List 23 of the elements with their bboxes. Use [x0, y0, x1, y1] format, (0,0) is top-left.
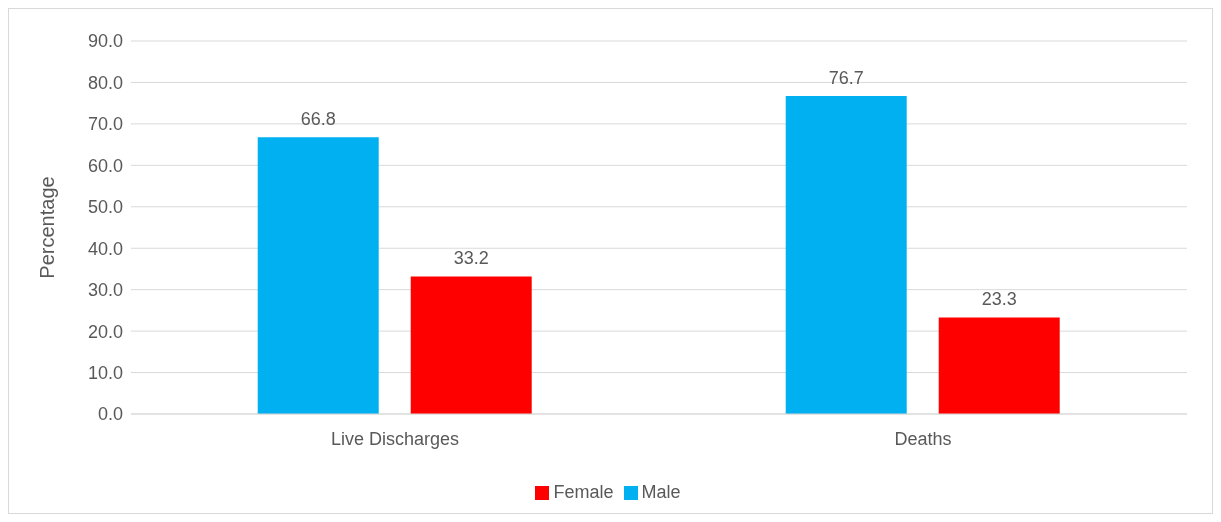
- y-tick-label: 40.0: [87, 238, 123, 259]
- data-label: 66.8: [300, 109, 336, 130]
- legend-label: Male: [641, 482, 681, 502]
- y-tick-label: 0.0: [97, 404, 123, 425]
- y-tick-label: 30.0: [87, 280, 123, 301]
- x-tick-label: Deaths: [894, 428, 952, 449]
- y-tick-label: 60.0: [87, 155, 123, 176]
- y-tick-label: 80.0: [87, 72, 123, 93]
- x-tick-label: Live Discharges: [330, 428, 460, 449]
- y-tick-label: 50.0: [87, 197, 123, 218]
- y-tick-label: 20.0: [87, 321, 123, 342]
- data-label: 76.7: [828, 68, 864, 89]
- legend-label: Female: [553, 482, 614, 502]
- bar: [785, 96, 907, 414]
- y-tick-label: 70.0: [87, 114, 123, 135]
- data-label: 33.2: [453, 248, 489, 269]
- data-label: 23.3: [981, 289, 1017, 310]
- y-tick-label: 10.0: [87, 362, 123, 383]
- bar: [410, 276, 532, 414]
- y-tick-label: 90.0: [87, 31, 123, 52]
- bar: [257, 137, 379, 414]
- y-axis-title: Percentage: [36, 176, 59, 279]
- bar: [938, 317, 1060, 414]
